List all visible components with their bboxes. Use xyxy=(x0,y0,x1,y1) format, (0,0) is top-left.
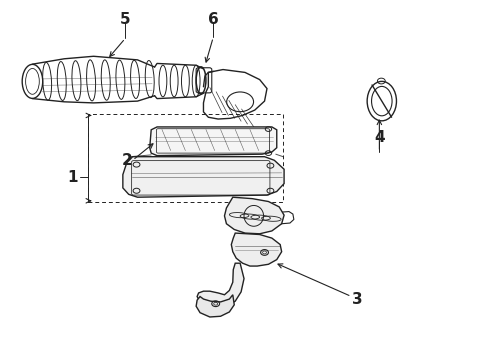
Polygon shape xyxy=(123,157,284,197)
Polygon shape xyxy=(196,295,234,317)
Polygon shape xyxy=(150,127,277,156)
Polygon shape xyxy=(197,263,244,309)
Text: 1: 1 xyxy=(68,170,78,185)
Text: 6: 6 xyxy=(208,12,219,27)
Text: 4: 4 xyxy=(374,130,385,145)
Text: 5: 5 xyxy=(120,12,131,27)
Polygon shape xyxy=(231,233,282,266)
Text: 3: 3 xyxy=(352,292,363,307)
Polygon shape xyxy=(224,197,284,234)
Text: 2: 2 xyxy=(122,153,132,168)
